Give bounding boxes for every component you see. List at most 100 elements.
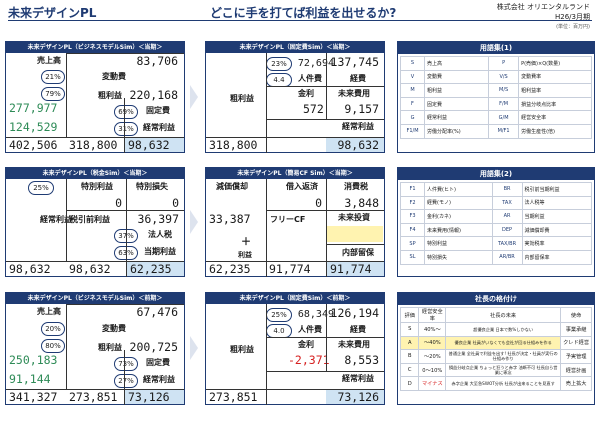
ranking-safety-rate: 40%～ <box>418 322 447 337</box>
panel-title: 未来デザインPL（ビジネスモデルSim）＜当期＞ <box>6 42 184 53</box>
personnel-value: 72,694 <box>297 58 334 69</box>
glossary-term: 未来費用(情報) <box>424 222 493 238</box>
glossary-row: F2 経費(モノ) TAX 法人税等 <box>400 195 593 211</box>
vc-ratio: 20% <box>41 322 65 336</box>
ranking-header: 社長の未来 <box>445 307 562 323</box>
fc-prev-panel: 未来デザインPL（固定費Sim）＜前期＞ 25% 68,349 126,194 … <box>205 292 385 405</box>
ranking-safety-rate: マイナス <box>418 376 447 391</box>
future-cost-label: 未来費用 <box>338 89 370 98</box>
fc-now-panel: 未来デザインPL（固定費Sim）＜当期＞ 23% 72,694 137,745 … <box>205 41 385 153</box>
ranking-header: 経営安全率 <box>418 307 447 323</box>
glossary-term: 労働分配率(%) <box>423 123 490 139</box>
glossary-term: 実効税率 <box>521 236 593 251</box>
glossary-row: M 粗利益 M/S 粗利益率 <box>400 83 592 98</box>
pretax-value: 36,397 <box>137 212 179 226</box>
glossary-code: TAX <box>491 195 523 211</box>
ranking-future: 損益分岐点企業 ちょっと狂うと赤字 油断不可 社長自ら営業に専念 <box>445 362 562 378</box>
personnel-ratio: 25% <box>266 308 292 322</box>
flow-arrow <box>190 336 198 360</box>
net-highlight <box>127 262 184 276</box>
ranking-grade: B <box>399 349 420 364</box>
glossary-row: F1 人件費(ヒト) BR 税引前当期利益 <box>400 182 593 197</box>
expense-label: 経費 <box>350 74 366 83</box>
personnel-label: 人件費 <box>298 74 322 83</box>
glossary-term: 人件費(ヒト) <box>424 182 493 197</box>
pretax-label: 税引前利益 <box>70 215 110 224</box>
glossary-term: 粗利益 <box>423 83 490 98</box>
ranking-mission: 事業承継 <box>560 322 592 337</box>
glossary2-panel: 用語集(2) F1 人件費(ヒト) BR 税引前当期利益 F2 経費(モノ) TAX 法人税等… <box>397 167 595 277</box>
ranking-panel: 社長の格付け 評価 経営安全率 社長の未来 使命 S 40%～ 超優良企業 日本で数%しかな… <box>397 292 595 405</box>
op-highlight <box>326 390 384 404</box>
ranking-row: C 0～10% 損益分岐点企業 ちょっと狂うと赤字 油断不可 社長自ら営業に専念 経営… <box>399 362 592 378</box>
bottom-value-1: 62,235 <box>209 262 251 276</box>
ranking-table: 評価 経営安全率 社長の未来 使命 S 40%～ 超優良企業 日本で数%しかない 事業承継 A ～… <box>399 307 592 391</box>
op-ratio: 31% <box>114 122 138 136</box>
bottom-value-2: 273,851 <box>69 390 118 404</box>
ranking-grade: C <box>399 362 420 378</box>
fc-ratio: 69% <box>114 105 138 119</box>
op-highlight <box>326 138 384 152</box>
op-highlight <box>125 138 184 152</box>
gp-label: 粗利益 <box>230 94 254 103</box>
flow-arrow <box>190 85 198 109</box>
glossary-code: AR/BR <box>491 249 523 265</box>
glossary-code: V <box>400 69 425 85</box>
consumption-tax-value: 3,848 <box>344 196 379 210</box>
unit-note: (単位：百万円) <box>556 24 590 30</box>
glossary-code: AR <box>491 209 523 224</box>
ranking-future: 優良企業 社員がいなくても会社が回る仕組みを作る <box>445 335 562 351</box>
glossary-code: M <box>400 83 425 98</box>
special-gain-label: 特別利益 <box>81 182 113 191</box>
depreciation-label: 減価償却 <box>216 182 248 191</box>
sales-label: 売上高 <box>37 307 61 316</box>
cf-now-panel: 未来デザインPL（簡易CF Sim）＜当期＞ 減価償却 借入返済 消費税 0 3… <box>205 167 385 277</box>
profit-label: 利益 <box>238 251 252 259</box>
bottom-value-2: 91,774 <box>269 262 311 276</box>
glossary-row: V 変動費 V/S 変動費率 <box>400 69 592 85</box>
bottom-value-1: 402,506 <box>9 138 58 152</box>
future-invest-input[interactable] <box>327 226 383 242</box>
glossary-term: 固定費 <box>423 96 490 112</box>
glossary-code: M/F1 <box>488 123 520 139</box>
glossary-term: 内部留保率 <box>521 249 593 265</box>
bottom-value-2: 318,800 <box>69 138 118 152</box>
glossary-term: 経常利益 <box>423 110 490 125</box>
panel-title: 用語集(2) <box>398 168 594 180</box>
glossary-row: F3 金利(カネ) AR 当期利益 <box>400 209 593 224</box>
period: H26/3月期 <box>555 13 590 21</box>
glossary-row: F1/M 労働分配率(%) M/F1 労働生産性(倍) <box>400 123 592 139</box>
glossary-code: P <box>488 56 520 71</box>
future-invest-label: 未来投資 <box>338 213 370 222</box>
personnel-ratio: 23% <box>266 57 292 71</box>
bottom-value-1: 341,327 <box>9 390 58 404</box>
depreciation-value: 33,387 <box>209 212 251 226</box>
panel-title: 未来デザインPL（税金Sim）＜当期＞ <box>6 168 184 179</box>
glossary-code: SP <box>400 236 425 251</box>
gp-label: 粗利益 <box>98 343 122 352</box>
ranking-future: 超優良企業 日本で数%しかない <box>445 322 562 337</box>
special-loss-value: 0 <box>172 196 179 210</box>
gp-ratio: 79% <box>41 87 65 101</box>
future-cost-label: 未来費用 <box>338 340 370 349</box>
left-upper-value: 277,977 <box>9 101 58 115</box>
sales-value: 67,476 <box>136 305 178 319</box>
panel-title: 社長の格付け <box>398 293 594 305</box>
gp-value: 200,725 <box>129 340 178 354</box>
glossary-term: 金利(カネ) <box>424 209 493 224</box>
sales-label: 売上高 <box>37 56 61 65</box>
fc-ratio: 73% <box>114 357 138 371</box>
repayment-value: 0 <box>315 196 322 210</box>
left-lower-value: 91,144 <box>9 372 51 386</box>
sales-value: 83,706 <box>136 54 178 68</box>
consumption-tax-label: 消費税 <box>344 182 368 191</box>
gp-label: 粗利益 <box>98 91 122 100</box>
glossary-row: F 固定費 F/M 損益分岐点比率 <box>400 96 592 112</box>
bottom-value-1: 98,632 <box>9 262 51 276</box>
op-label: 経常利益 <box>342 122 374 131</box>
glossary-code: F <box>400 96 425 112</box>
company-name: 株式会社 オリエンタルランド <box>496 3 590 11</box>
ranking-safety-rate: 0～10% <box>418 362 447 378</box>
interest-label: 金利 <box>298 340 314 349</box>
glossary-code: S <box>400 56 425 71</box>
